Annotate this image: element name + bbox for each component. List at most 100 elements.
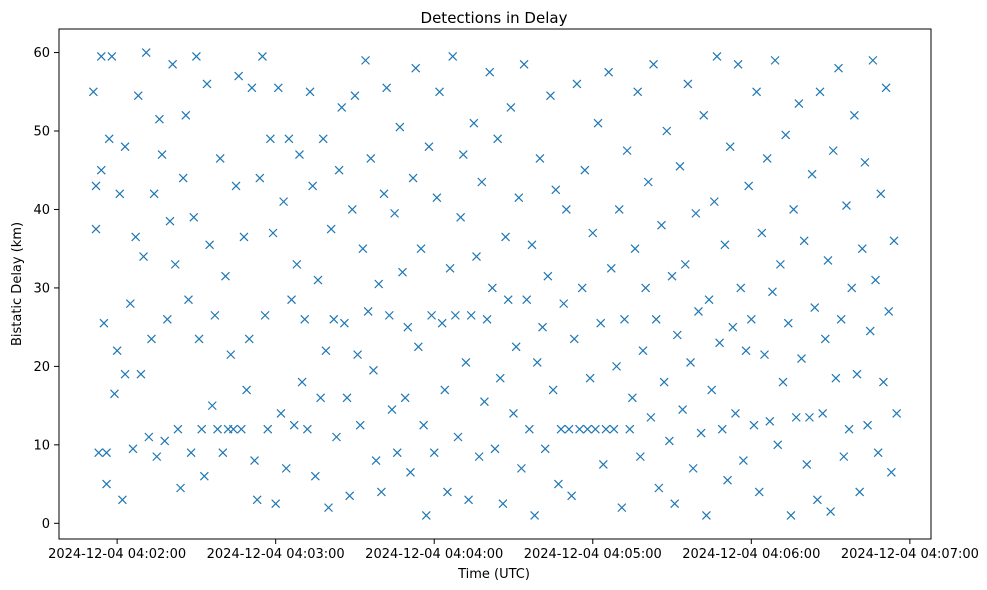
data-point — [672, 330, 682, 340]
data-point — [403, 322, 413, 332]
data-point — [657, 220, 666, 230]
data-point — [493, 134, 503, 144]
data-point — [630, 244, 640, 254]
data-point — [873, 448, 883, 458]
data-point — [456, 212, 466, 222]
data-point — [886, 467, 896, 477]
data-point — [844, 424, 854, 434]
data-point — [287, 295, 296, 305]
data-point — [390, 208, 400, 218]
data-point — [421, 511, 431, 520]
data-point — [400, 393, 410, 403]
data-point — [437, 318, 447, 328]
data-point — [707, 385, 717, 395]
data-point — [125, 299, 135, 309]
data-point — [812, 495, 822, 505]
data-point — [868, 55, 878, 65]
data-point — [448, 52, 458, 61]
data-point — [622, 146, 632, 156]
data-point — [638, 346, 648, 356]
data-point — [564, 424, 574, 434]
data-point — [524, 424, 534, 434]
data-point — [694, 307, 703, 316]
data-point — [807, 169, 817, 179]
data-point — [649, 59, 658, 69]
data-point — [445, 263, 455, 273]
data-point — [236, 424, 246, 434]
data-point — [625, 424, 635, 434]
data-point — [786, 511, 796, 520]
data-point — [297, 377, 307, 387]
data-point — [487, 283, 497, 293]
data-point — [305, 87, 315, 97]
data-point — [876, 189, 886, 199]
data-point — [392, 448, 402, 458]
data-point — [205, 240, 215, 250]
data-point — [250, 456, 259, 465]
data-point — [199, 471, 209, 481]
data-point — [815, 87, 825, 97]
data-point — [701, 511, 711, 520]
data-point — [136, 369, 146, 379]
data-point — [432, 193, 442, 203]
data-point — [659, 377, 669, 387]
data-point — [133, 91, 143, 101]
data-point — [408, 173, 418, 183]
data-point — [575, 424, 584, 434]
data-point — [847, 283, 857, 293]
data-point — [104, 134, 114, 144]
data-point — [458, 150, 468, 159]
data-point — [384, 310, 394, 320]
data-point — [472, 252, 481, 261]
data-point — [612, 361, 621, 371]
data-point — [498, 499, 508, 509]
data-point — [635, 452, 645, 462]
data-point — [839, 452, 849, 462]
data-point — [419, 420, 429, 430]
data-point — [760, 350, 769, 360]
data-point — [265, 134, 275, 144]
data-point — [514, 193, 524, 203]
data-point — [678, 405, 688, 414]
data-point — [585, 373, 595, 383]
data-point — [519, 59, 529, 69]
data-point — [273, 83, 283, 93]
data-point — [662, 126, 672, 136]
data-point — [485, 67, 495, 77]
data-point — [646, 412, 656, 422]
data-point — [728, 322, 738, 332]
data-point — [202, 79, 212, 89]
data-point — [736, 283, 746, 293]
data-point — [342, 393, 352, 403]
data-point — [474, 452, 484, 462]
data-point — [604, 67, 614, 77]
data-point — [797, 354, 806, 363]
data-point — [440, 385, 450, 395]
data-point — [117, 495, 127, 505]
data-point — [120, 142, 130, 152]
data-point — [754, 487, 764, 497]
data-point — [292, 259, 302, 269]
data-point — [207, 401, 217, 411]
data-point — [860, 157, 870, 167]
data-point — [128, 444, 138, 454]
data-point — [168, 59, 178, 69]
y-tick-label: 0 — [42, 517, 50, 532]
data-point — [324, 503, 333, 513]
data-point — [162, 314, 172, 324]
data-point — [318, 134, 328, 144]
data-point — [725, 142, 735, 152]
data-point — [228, 424, 238, 434]
y-tick-label: 20 — [33, 360, 50, 375]
data-point — [102, 479, 111, 489]
data-point — [831, 373, 841, 383]
data-point — [879, 377, 888, 387]
data-point — [271, 499, 281, 509]
data-point — [371, 456, 381, 465]
data-point — [617, 503, 627, 513]
data-point — [511, 342, 521, 352]
data-point — [643, 177, 653, 187]
data-point — [91, 224, 101, 234]
data-point — [147, 334, 156, 344]
